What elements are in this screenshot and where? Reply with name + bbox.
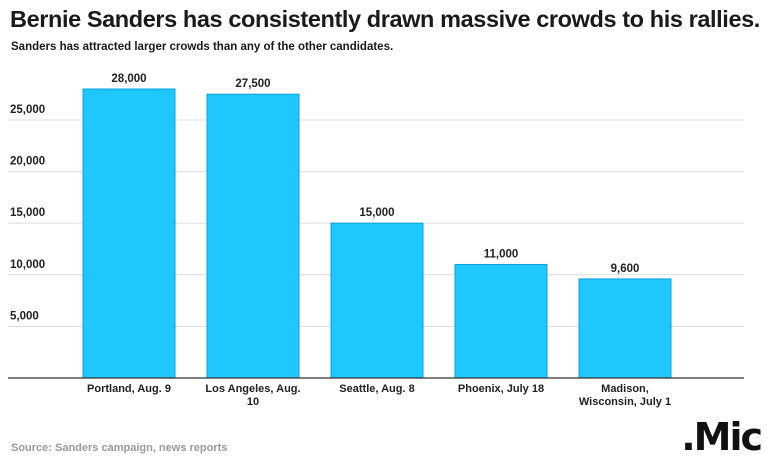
value-label: 28,000 bbox=[111, 73, 146, 85]
source-note: Source: Sanders campaign, news reports bbox=[11, 442, 228, 454]
y-tick-label: 5,000 bbox=[10, 310, 39, 322]
bar bbox=[82, 88, 176, 379]
bar bbox=[454, 263, 548, 379]
value-label: 15,000 bbox=[359, 207, 394, 219]
bar bbox=[206, 93, 300, 379]
category-label: Wisconsin, July 1 bbox=[579, 396, 671, 408]
category-label: 10 bbox=[247, 396, 259, 408]
bar bbox=[578, 278, 672, 379]
category-label: Phoenix, July 18 bbox=[458, 383, 544, 395]
bar bbox=[330, 222, 424, 379]
chart-title: Bernie Sanders has consistently drawn ma… bbox=[10, 6, 760, 32]
y-tick-label: 10,000 bbox=[10, 259, 45, 271]
y-tick-label: 20,000 bbox=[10, 156, 45, 168]
value-label: 9,600 bbox=[611, 263, 640, 275]
chart-subtitle: Sanders has attracted larger crowds than… bbox=[11, 41, 394, 53]
category-label: Portland, Aug. 9 bbox=[87, 383, 171, 395]
mic-logo: .Mic bbox=[681, 415, 763, 459]
value-label: 27,500 bbox=[235, 78, 270, 90]
value-label: 11,000 bbox=[484, 248, 519, 260]
category-label: Los Angeles, Aug. bbox=[205, 383, 300, 395]
category-label: Madison, bbox=[601, 383, 649, 395]
y-tick-label: 15,000 bbox=[10, 207, 45, 219]
y-tick-label: 25,000 bbox=[10, 104, 45, 116]
category-label: Seattle, Aug. 8 bbox=[339, 383, 414, 395]
